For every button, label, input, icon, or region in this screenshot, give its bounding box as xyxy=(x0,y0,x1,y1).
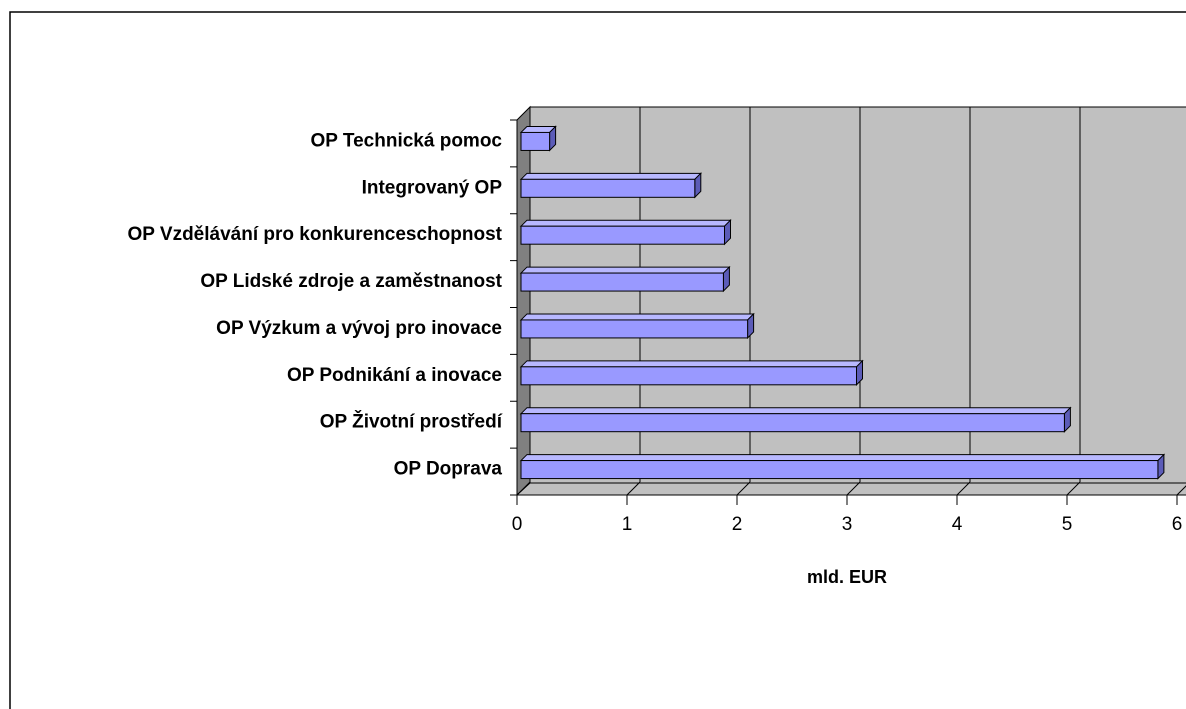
floor-tick xyxy=(516,481,531,496)
bar xyxy=(519,125,557,152)
bar-top xyxy=(519,219,732,227)
bar xyxy=(519,406,1072,433)
bar-front xyxy=(520,131,551,151)
y-tick-label: OP Výzkum a vývoj pro inovace xyxy=(216,318,502,339)
y-tick-label: OP Lidské zdroje a zaměstnanost xyxy=(200,271,502,292)
x-axis-label: mld. EUR xyxy=(807,567,887,587)
bar-front xyxy=(520,225,725,245)
floor-tick xyxy=(846,481,861,496)
floor-tick xyxy=(956,481,971,496)
bar-front xyxy=(520,366,857,386)
y-tick-label: Integrovaný OP xyxy=(362,177,503,198)
floor-tick xyxy=(736,481,751,496)
x-tick-label: 0 xyxy=(512,514,523,535)
bar xyxy=(519,265,731,293)
y-tick-label: OP Doprava xyxy=(394,459,503,480)
y-tick-label: OP Podnikání a inovace xyxy=(287,365,502,386)
floor xyxy=(515,482,1186,496)
x-tick-label: 4 xyxy=(952,514,963,535)
bar-front xyxy=(520,178,696,198)
bar-top xyxy=(519,407,1072,415)
bar-top xyxy=(519,360,864,368)
floor-tick xyxy=(626,481,641,496)
bar-top xyxy=(519,454,1166,462)
bar-front xyxy=(520,272,724,292)
x-tick-label: 1 xyxy=(622,514,633,535)
bar xyxy=(519,218,732,246)
y-tick-label: OP Životní prostředí xyxy=(320,411,503,433)
x-tick-label: 6 xyxy=(1172,514,1183,535)
bar-front xyxy=(520,460,1159,480)
floor-tick xyxy=(1066,481,1081,496)
y-tick-label: OP Vzdělávání pro konkurenceschopnost xyxy=(128,224,503,245)
side-wall xyxy=(516,105,531,497)
bar xyxy=(519,453,1166,480)
x-tick-label: 2 xyxy=(732,514,743,535)
x-tick-label: 3 xyxy=(842,514,853,535)
bar-top xyxy=(519,172,703,180)
bar-top xyxy=(519,266,731,274)
bar-front xyxy=(520,413,1065,433)
bar-top xyxy=(519,313,755,321)
bar xyxy=(519,312,755,340)
bar-front xyxy=(520,319,749,339)
y-tick-label: OP Technická pomoc xyxy=(311,130,503,151)
bar xyxy=(519,359,864,387)
floor-tick xyxy=(1176,485,1186,496)
x-tick-label: 5 xyxy=(1062,514,1073,535)
bar xyxy=(519,172,703,199)
